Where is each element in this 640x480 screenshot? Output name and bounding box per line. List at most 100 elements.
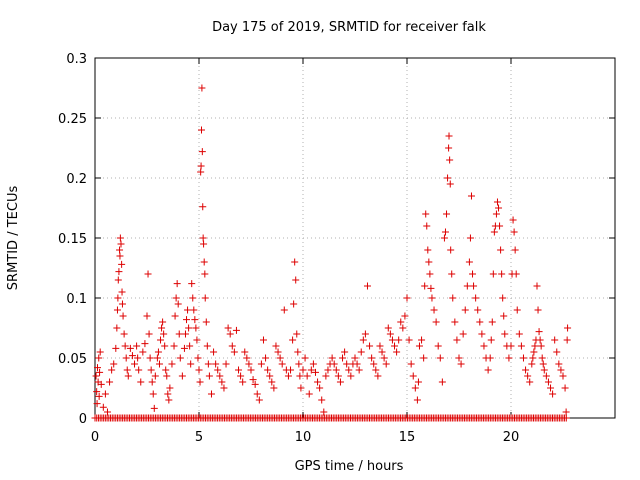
data-point bbox=[395, 336, 403, 344]
data-point bbox=[160, 330, 168, 338]
data-point bbox=[243, 354, 251, 362]
data-point bbox=[199, 203, 207, 211]
data-point bbox=[266, 372, 274, 380]
data-point bbox=[149, 390, 157, 398]
data-point bbox=[336, 378, 344, 386]
data-point bbox=[449, 294, 457, 302]
data-point bbox=[210, 348, 218, 356]
data-point bbox=[470, 282, 478, 290]
data-point bbox=[345, 366, 353, 374]
data-point bbox=[194, 354, 202, 362]
data-point bbox=[496, 222, 504, 230]
data-point bbox=[493, 198, 501, 206]
data-markers bbox=[92, 84, 572, 416]
data-point bbox=[551, 336, 559, 344]
data-point bbox=[328, 354, 336, 362]
data-point bbox=[218, 378, 226, 386]
data-point bbox=[540, 366, 548, 374]
data-point bbox=[549, 390, 557, 398]
data-point bbox=[247, 366, 255, 374]
data-point bbox=[116, 252, 124, 260]
data-point bbox=[187, 360, 195, 368]
data-point bbox=[172, 294, 180, 302]
data-point bbox=[539, 360, 547, 368]
data-point bbox=[428, 294, 436, 302]
data-point bbox=[120, 330, 128, 338]
data-point bbox=[457, 360, 465, 368]
data-point bbox=[203, 342, 211, 350]
data-point bbox=[524, 372, 532, 380]
data-point bbox=[274, 348, 282, 356]
data-point bbox=[529, 354, 537, 362]
data-point bbox=[186, 342, 194, 350]
data-point bbox=[272, 342, 280, 350]
data-point bbox=[197, 126, 205, 134]
data-point bbox=[484, 366, 492, 374]
data-point bbox=[486, 354, 494, 362]
data-point bbox=[309, 360, 317, 368]
data-point bbox=[420, 354, 428, 362]
data-point bbox=[161, 342, 169, 350]
y-tick-label: 0 bbox=[79, 412, 87, 427]
data-point bbox=[296, 372, 304, 380]
data-point bbox=[204, 360, 212, 368]
data-point bbox=[118, 288, 126, 296]
data-point bbox=[347, 372, 355, 380]
data-point bbox=[181, 330, 189, 338]
y-axis-label: SRMTID / TECUs bbox=[6, 186, 21, 291]
data-point bbox=[93, 364, 101, 372]
data-point bbox=[531, 342, 539, 350]
data-point bbox=[139, 348, 147, 356]
data-point bbox=[143, 312, 151, 320]
data-point bbox=[113, 324, 121, 332]
x-tick-label: 20 bbox=[503, 430, 520, 445]
data-point bbox=[118, 260, 126, 268]
data-point bbox=[480, 342, 488, 350]
data-point bbox=[563, 336, 571, 344]
data-point bbox=[297, 384, 305, 392]
data-point bbox=[153, 354, 161, 362]
data-point bbox=[145, 330, 153, 338]
data-point bbox=[249, 376, 257, 384]
data-point bbox=[99, 403, 107, 411]
data-point bbox=[466, 234, 474, 242]
data-point bbox=[378, 348, 386, 356]
data-point bbox=[528, 360, 536, 368]
data-point bbox=[451, 318, 459, 326]
data-point bbox=[190, 306, 198, 314]
axis-ticks bbox=[94, 57, 615, 419]
data-point bbox=[287, 366, 295, 374]
data-point bbox=[489, 270, 497, 278]
x-tick-label: 15 bbox=[399, 430, 416, 445]
data-point bbox=[370, 360, 378, 368]
data-point bbox=[305, 390, 313, 398]
x-tick-label: 10 bbox=[295, 430, 312, 445]
data-point bbox=[415, 342, 423, 350]
data-point bbox=[343, 360, 351, 368]
data-point bbox=[116, 246, 124, 254]
data-point bbox=[447, 246, 455, 254]
data-point bbox=[339, 354, 347, 362]
data-point bbox=[363, 282, 371, 290]
data-point bbox=[424, 246, 432, 254]
data-point bbox=[106, 378, 114, 386]
data-point bbox=[294, 348, 302, 356]
data-point bbox=[423, 222, 431, 230]
data-point bbox=[257, 360, 265, 368]
data-point bbox=[95, 354, 103, 362]
data-point bbox=[175, 330, 183, 338]
data-point bbox=[222, 360, 230, 368]
data-point bbox=[544, 378, 552, 386]
data-point bbox=[455, 354, 463, 362]
data-point bbox=[425, 258, 433, 266]
data-point bbox=[557, 366, 565, 374]
data-point bbox=[174, 300, 182, 308]
data-point bbox=[135, 366, 143, 374]
data-point bbox=[207, 390, 215, 398]
data-point bbox=[196, 378, 204, 386]
data-point bbox=[411, 384, 419, 392]
data-point bbox=[446, 180, 454, 188]
data-point bbox=[284, 372, 292, 380]
data-point bbox=[334, 372, 342, 380]
data-point bbox=[499, 294, 507, 302]
